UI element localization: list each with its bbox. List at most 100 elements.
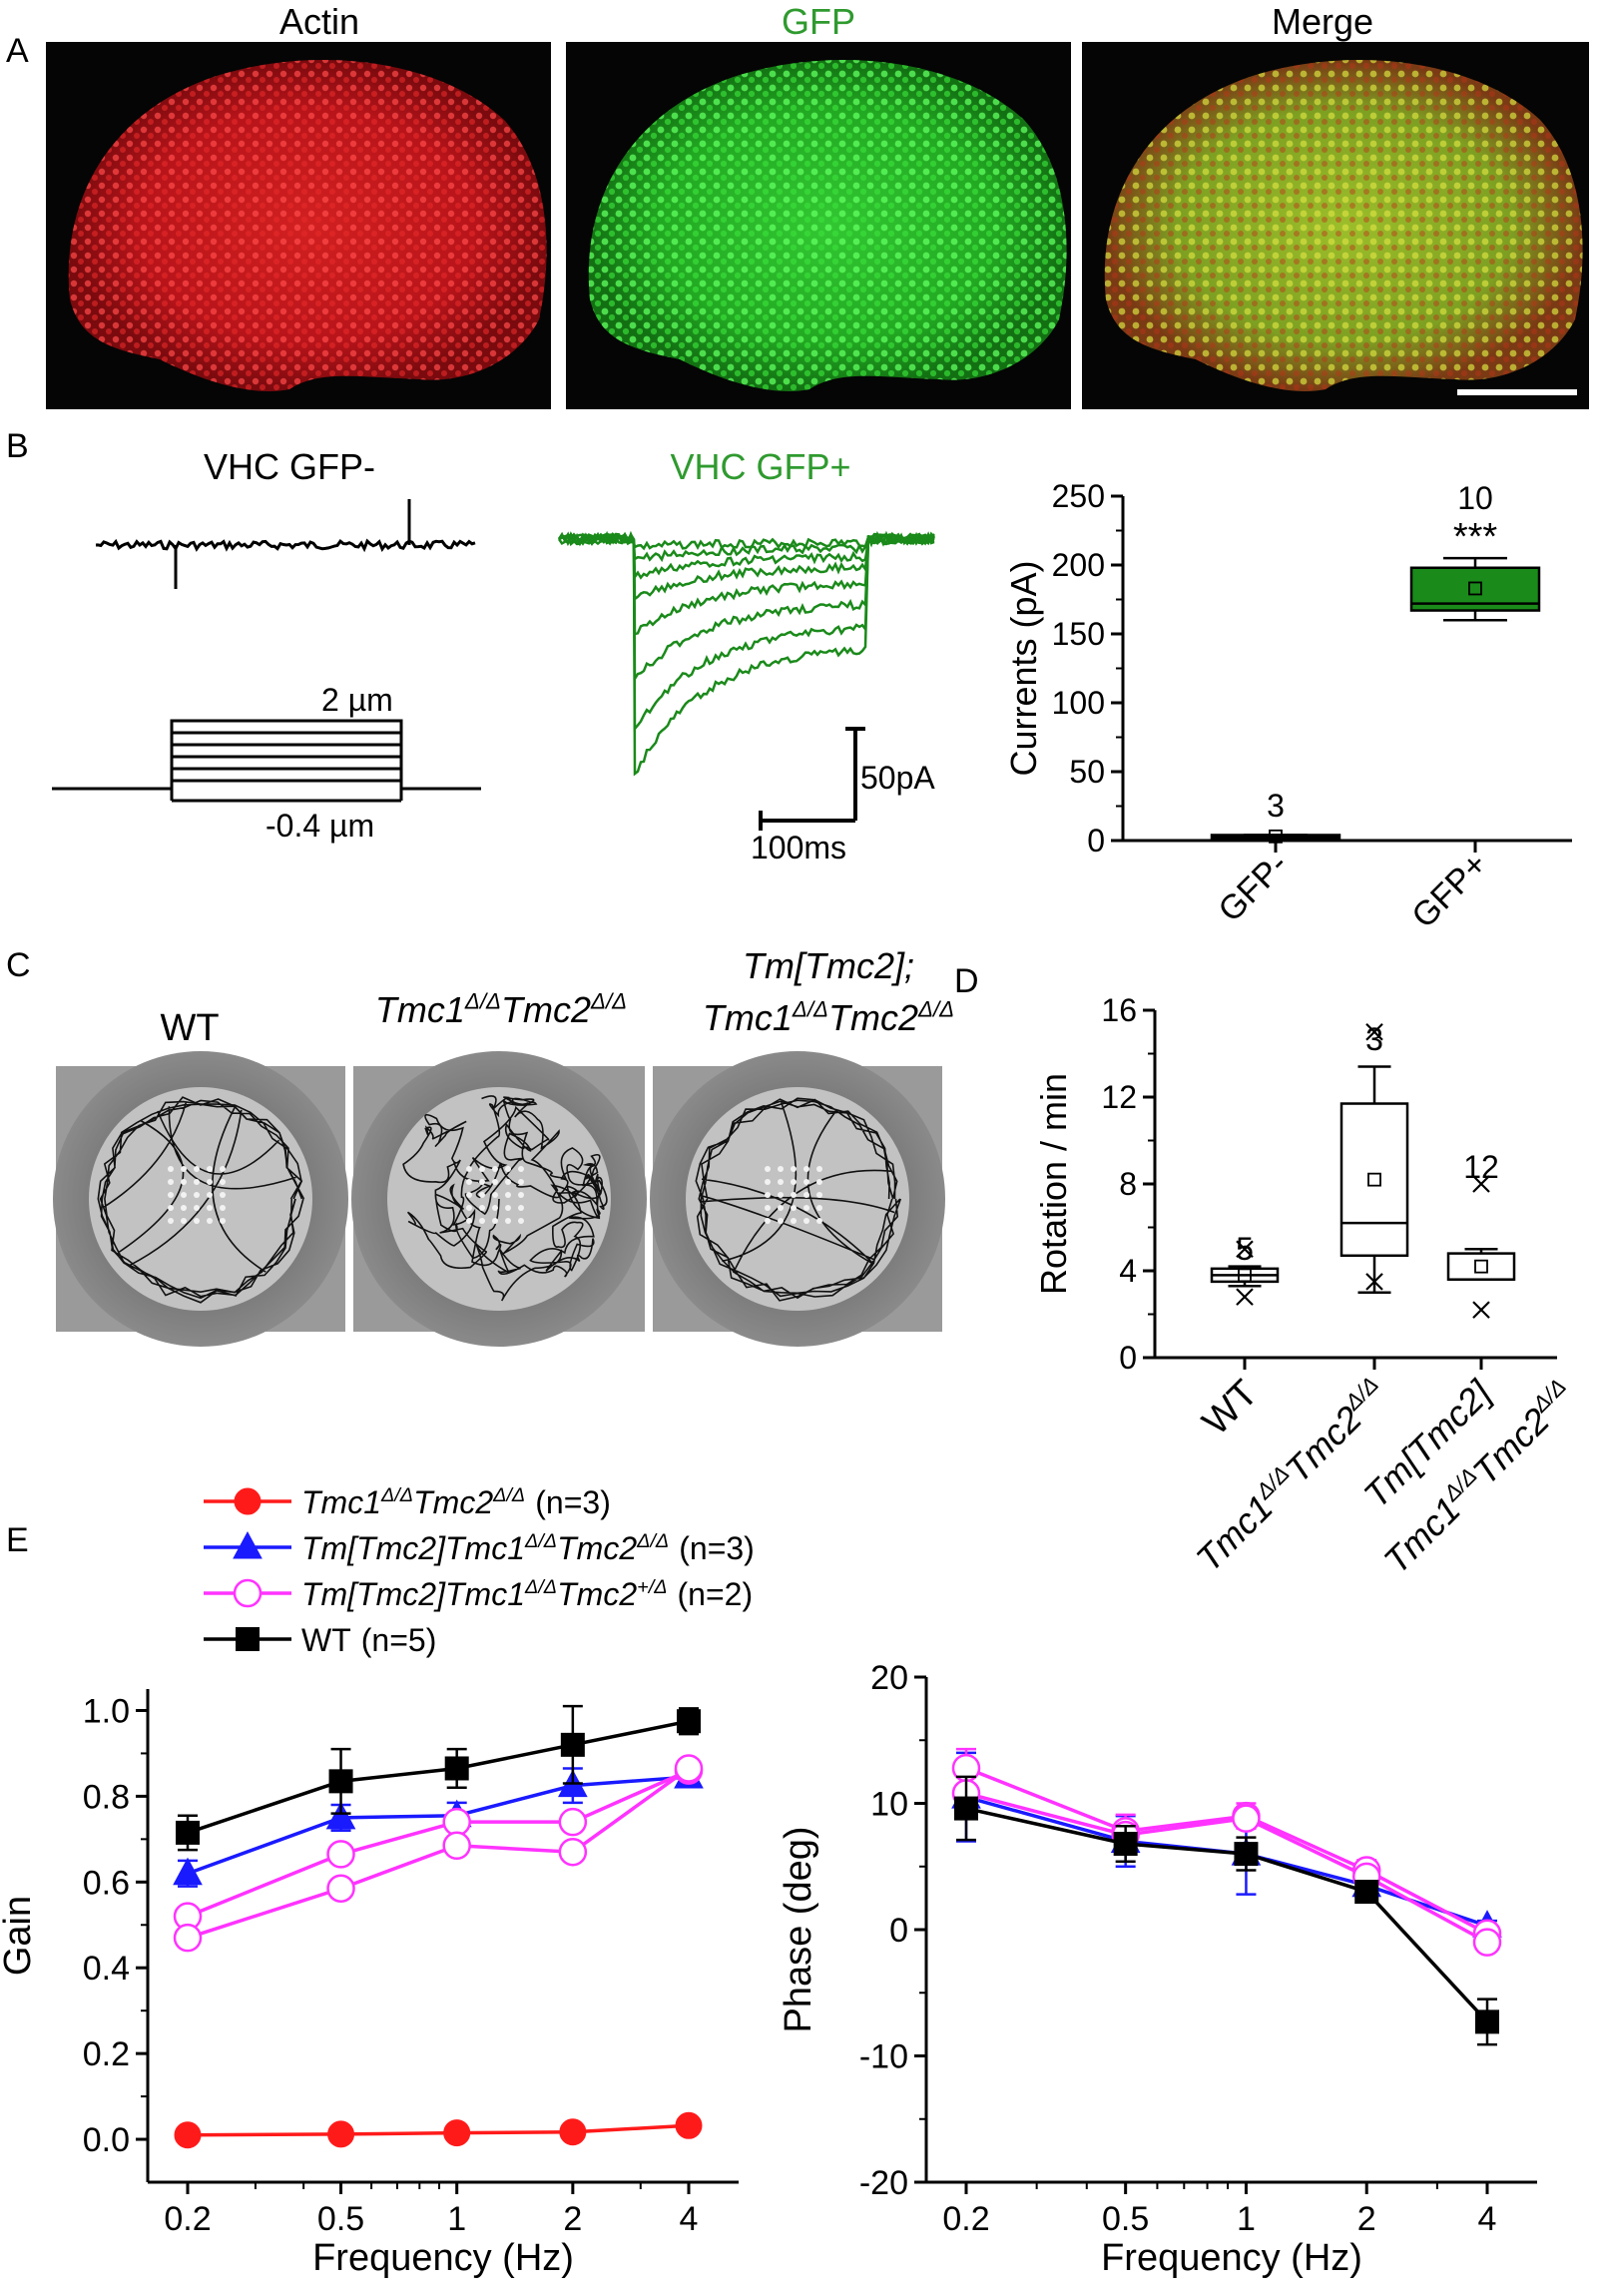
arena-light — [466, 1192, 472, 1198]
triangle-marker — [325, 1801, 356, 1830]
y-tick-label: 16 — [1101, 992, 1137, 1028]
x-tick-label: GFP- — [1211, 846, 1295, 929]
arena-light — [765, 1166, 771, 1172]
circle-marker — [327, 2120, 355, 2148]
arena-light — [518, 1166, 524, 1172]
arena-light — [803, 1218, 809, 1224]
stimulus-top-label: 2 µm — [321, 682, 393, 718]
arena-light — [479, 1218, 485, 1224]
arena-light — [492, 1166, 498, 1172]
open-circle-marker — [442, 1831, 471, 1861]
gfp-plus-traces — [557, 530, 935, 777]
arena-light — [791, 1192, 797, 1198]
square-marker — [1234, 1842, 1259, 1867]
y-tick-label: 200 — [1052, 547, 1105, 583]
y-tick-label: 10 — [870, 1786, 908, 1824]
y-tick-label: 0.0 — [83, 2121, 130, 2159]
mean-marker — [1468, 581, 1482, 596]
y-tick-label: 150 — [1052, 616, 1105, 652]
arena-light — [803, 1166, 809, 1172]
arena-light — [765, 1218, 771, 1224]
arena-light — [181, 1166, 187, 1172]
arena-light — [791, 1166, 797, 1172]
arena-light — [207, 1166, 213, 1172]
arena-light — [181, 1205, 187, 1211]
outlier-marker — [1472, 1301, 1490, 1319]
y-tick-label: 1.0 — [83, 1692, 130, 1730]
rescue-label-line2: Tmc1Δ/Δ​Tmc2Δ/Δ​ — [703, 996, 954, 1038]
outlier-marker — [1472, 1175, 1490, 1193]
circle-marker — [234, 1487, 262, 1515]
arena-light — [181, 1218, 187, 1224]
scale-bar — [1457, 389, 1577, 395]
y-axis-label: Currents (pA) — [1003, 560, 1044, 776]
arena-light — [466, 1218, 472, 1224]
x-tick-label: 2 — [1357, 2200, 1376, 2238]
square-marker — [560, 1732, 585, 1757]
y-tick-label: 50 — [1069, 754, 1105, 790]
arena-wt — [53, 1051, 348, 1347]
arena-dko — [351, 1051, 647, 1347]
gfp-image — [566, 42, 1071, 409]
actin-title: Actin — [279, 1, 359, 42]
open-circle-marker — [674, 1754, 704, 1783]
n-label: 3 — [1267, 788, 1285, 824]
open-circle-marker — [558, 1837, 588, 1867]
arena-light — [194, 1218, 200, 1224]
series-line — [965, 1791, 1488, 1945]
x-tick-label: 4 — [1478, 2200, 1497, 2238]
dko-label: Tmc1Δ/Δ​Tmc2Δ/Δ​ — [375, 988, 627, 1030]
box — [1339, 1102, 1409, 1258]
trace-scale-bar — [759, 727, 865, 831]
panel-e-letter: E — [6, 1521, 29, 1559]
current-trace — [558, 530, 935, 684]
series-line — [965, 1806, 1489, 2023]
outlier-marker — [1365, 1273, 1383, 1291]
arena-light — [220, 1192, 226, 1198]
arena-light — [492, 1205, 498, 1211]
arena-light — [168, 1192, 174, 1198]
arena-light — [505, 1166, 511, 1172]
x-axis-label: Frequency (Hz) — [1101, 2237, 1362, 2279]
arena-light — [492, 1179, 498, 1185]
square-marker — [1475, 2009, 1499, 2034]
legend-label: Tmc1Δ/Δ​Tmc2Δ/Δ​ — [301, 1484, 525, 1520]
box — [1446, 1252, 1516, 1281]
arena-light — [181, 1192, 187, 1198]
arena-light — [778, 1179, 784, 1185]
arena-light — [479, 1205, 485, 1211]
x-tick-label: 0.5 — [317, 2200, 364, 2238]
y-tick-label: 0 — [889, 1912, 908, 1950]
arena-light — [803, 1179, 809, 1185]
y-tick-label: 0 — [1119, 1340, 1137, 1376]
square-marker — [236, 1627, 260, 1651]
open-circle-marker — [326, 1840, 355, 1869]
panel-b-letter: B — [6, 427, 29, 465]
x-tick-label: 2 — [563, 2200, 582, 2238]
legend-label: Tm[Tmc2]Tmc1Δ/Δ​Tmc2Δ/Δ​ — [301, 1530, 669, 1566]
arena-light — [492, 1218, 498, 1224]
square-marker — [444, 1756, 469, 1781]
arena-light — [816, 1192, 822, 1198]
circle-marker — [174, 2121, 202, 2149]
open-circle-marker — [326, 1874, 355, 1903]
arena-light — [791, 1179, 797, 1185]
x-tick-label: 0.5 — [1102, 2200, 1149, 2238]
scalebar-y-label: 50pA — [860, 760, 935, 796]
y-tick-label: -20 — [859, 2164, 908, 2202]
arena-light — [466, 1166, 472, 1172]
square-marker — [328, 1769, 353, 1794]
x-tick-label: 1 — [1237, 2200, 1256, 2238]
square-marker — [1113, 1831, 1138, 1856]
outlier-marker — [1236, 1240, 1254, 1259]
mean-marker — [1238, 1268, 1252, 1283]
arena-light — [778, 1205, 784, 1211]
panel-a-letter: A — [6, 32, 29, 70]
actin-image — [46, 42, 551, 409]
circle-marker — [443, 2119, 471, 2147]
open-circle-marker — [558, 1807, 588, 1837]
arena-rescue — [650, 1051, 945, 1347]
series-line — [187, 1767, 691, 1940]
